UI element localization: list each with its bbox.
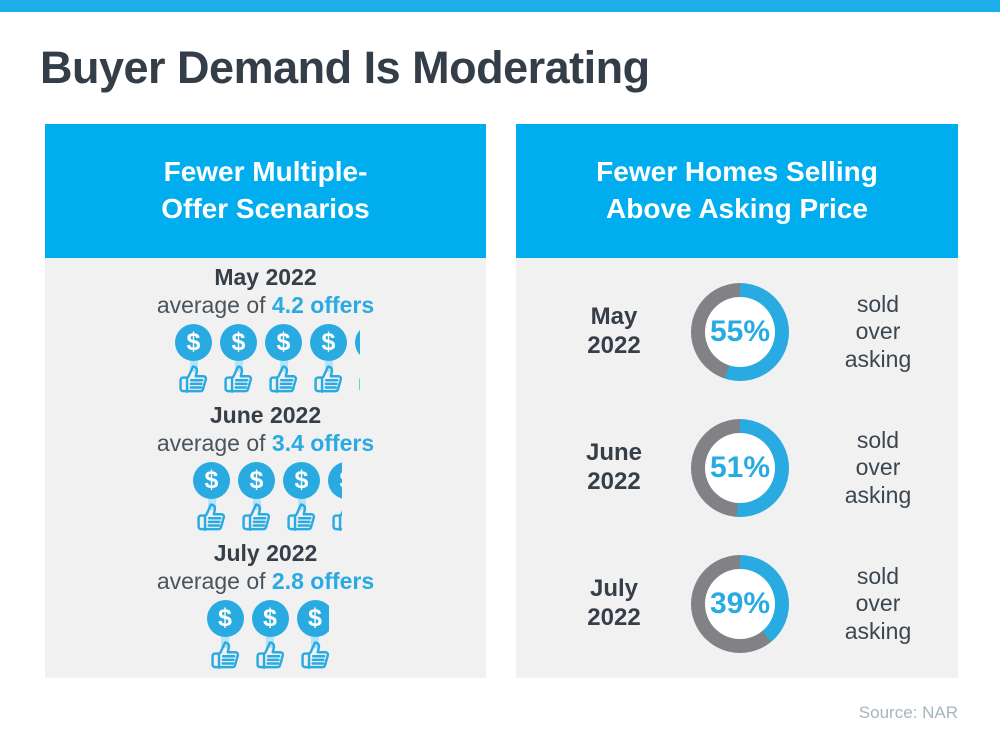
dollar-coin-icon: $: [220, 323, 257, 361]
dollar-coin-icon: $: [310, 323, 347, 361]
partial-icon-clip: $: [351, 323, 360, 400]
icon-stem: [189, 355, 198, 372]
money-thumb-icon: $: [189, 461, 234, 538]
offer-average-label: average of 4.2 offers: [45, 292, 486, 318]
multiple-offers-panel-header: Fewer Multiple- Offer Scenarios: [45, 124, 486, 258]
offer-icon-row: $$$$: [45, 461, 486, 540]
offer-icon-row: $ $ $: [45, 599, 486, 678]
thumbs-up-icon: [331, 502, 342, 533]
icon-stem: [266, 631, 274, 648]
asking-price-row: May 2022 55% sold over asking: [516, 266, 958, 398]
dollar-coin-icon: $: [283, 461, 320, 499]
icon-stem: [221, 631, 229, 648]
donut-month-label: May 2022: [587, 303, 641, 359]
icon-stem: [234, 355, 243, 372]
donut-rows: May 2022 55% sold over asking June 2022 51% s…: [516, 258, 958, 678]
money-thumb-icon: $: [324, 461, 342, 538]
offer-month-label: May 2022: [214, 264, 317, 290]
donut-caption: sold over asking: [844, 290, 912, 372]
dollar-coin-icon: $: [193, 461, 230, 499]
donut-month-label: July 2022: [587, 575, 641, 631]
thumbs-up-icon: [210, 640, 241, 671]
offer-average-label: average of 3.4 offers: [45, 430, 486, 456]
donut-hole: 39%: [705, 569, 775, 639]
money-thumb-icon: $: [234, 461, 279, 538]
offer-value-label: 4.2 offers: [271, 292, 375, 319]
donut-percent-label: 51%: [709, 451, 771, 484]
dollar-coin-icon: $: [265, 323, 302, 361]
money-thumb-icon: $: [279, 461, 324, 538]
offer-scenario-row: July 2022 average of 2.8 offers $ $ $: [45, 540, 486, 678]
asking-price-row: July 2022 39% sold over asking: [516, 538, 958, 670]
thumbs-up-icon: [313, 364, 344, 395]
page-title: Buyer Demand Is Moderating: [40, 42, 650, 93]
offer-value-label: 2.8 offers: [271, 568, 375, 595]
dollar-coin-icon: $: [355, 323, 360, 361]
offer-month-label: July 2022: [213, 540, 318, 566]
thumbs-up-icon: [196, 502, 227, 533]
donut-caption: sold over asking: [844, 562, 912, 644]
donut-percent-label: 55%: [709, 315, 771, 348]
partial-icon-clip: $: [293, 599, 329, 676]
offer-month-label: June 2022: [209, 402, 322, 428]
thumbs-up-icon: [223, 364, 254, 395]
money-thumb-icon: $: [351, 323, 360, 400]
offer-average-prefix: average of: [156, 568, 272, 595]
donut-chart: 51%: [691, 419, 789, 517]
icon-stem: [252, 493, 261, 510]
money-thumb-icon: $: [306, 323, 351, 400]
money-thumb-icon: $: [216, 323, 261, 400]
offer-value-label: 3.4 offers: [271, 430, 375, 457]
donut-month-label: June 2022: [585, 439, 642, 495]
offer-average-label: average of 2.8 offers: [45, 568, 486, 594]
thumbs-up-icon: [268, 364, 299, 395]
icon-stem: [324, 355, 333, 372]
offer-average-prefix: average of: [156, 292, 272, 319]
source-attribution: Source: NAR: [858, 703, 958, 722]
icon-stem: [311, 631, 319, 648]
dollar-coin-icon: $: [175, 323, 212, 361]
offer-average-prefix: average of: [156, 430, 272, 457]
donut-chart: 39%: [691, 555, 789, 653]
money-thumb-icon: $: [171, 323, 216, 400]
thumbs-up-icon: [241, 502, 272, 533]
thumbs-up-icon: [178, 364, 209, 395]
money-thumb-icon: $: [293, 599, 329, 676]
partial-icon-clip: $: [324, 461, 342, 538]
above-asking-panel-header: Fewer Homes Selling Above Asking Price: [516, 124, 958, 258]
donut-hole: 51%: [705, 433, 775, 503]
icon-stem: [297, 493, 306, 510]
thumbs-up-icon: [255, 640, 286, 671]
thumbs-up-icon: [300, 640, 329, 671]
dollar-coin-icon: $: [251, 599, 289, 637]
donut-caption: sold over asking: [844, 426, 912, 508]
thumbs-up-icon: [286, 502, 317, 533]
asking-price-row: June 2022 51% sold over asking: [516, 402, 958, 534]
dollar-coin-icon: $: [206, 599, 244, 637]
offer-icon-row: $$$$$: [45, 323, 486, 402]
multiple-offers-panel: Fewer Multiple- Offer Scenarios May 2022…: [45, 124, 486, 678]
top-accent-bar: [0, 0, 1000, 12]
money-thumb-icon: $: [261, 323, 306, 400]
above-asking-panel: Fewer Homes Selling Above Asking Price M…: [516, 124, 958, 678]
dollar-coin-icon: $: [238, 461, 275, 499]
icon-stem: [279, 355, 288, 372]
donut-chart: 55%: [691, 283, 789, 381]
icon-stem: [207, 493, 216, 510]
dollar-coin-icon: $: [328, 461, 342, 499]
donut-hole: 55%: [705, 297, 775, 367]
dollar-coin-icon: $: [296, 599, 329, 637]
money-thumb-icon: $: [248, 599, 293, 676]
thumbs-up-icon: [358, 364, 360, 395]
donut-percent-label: 39%: [709, 587, 771, 620]
money-thumb-icon: $: [203, 599, 248, 676]
